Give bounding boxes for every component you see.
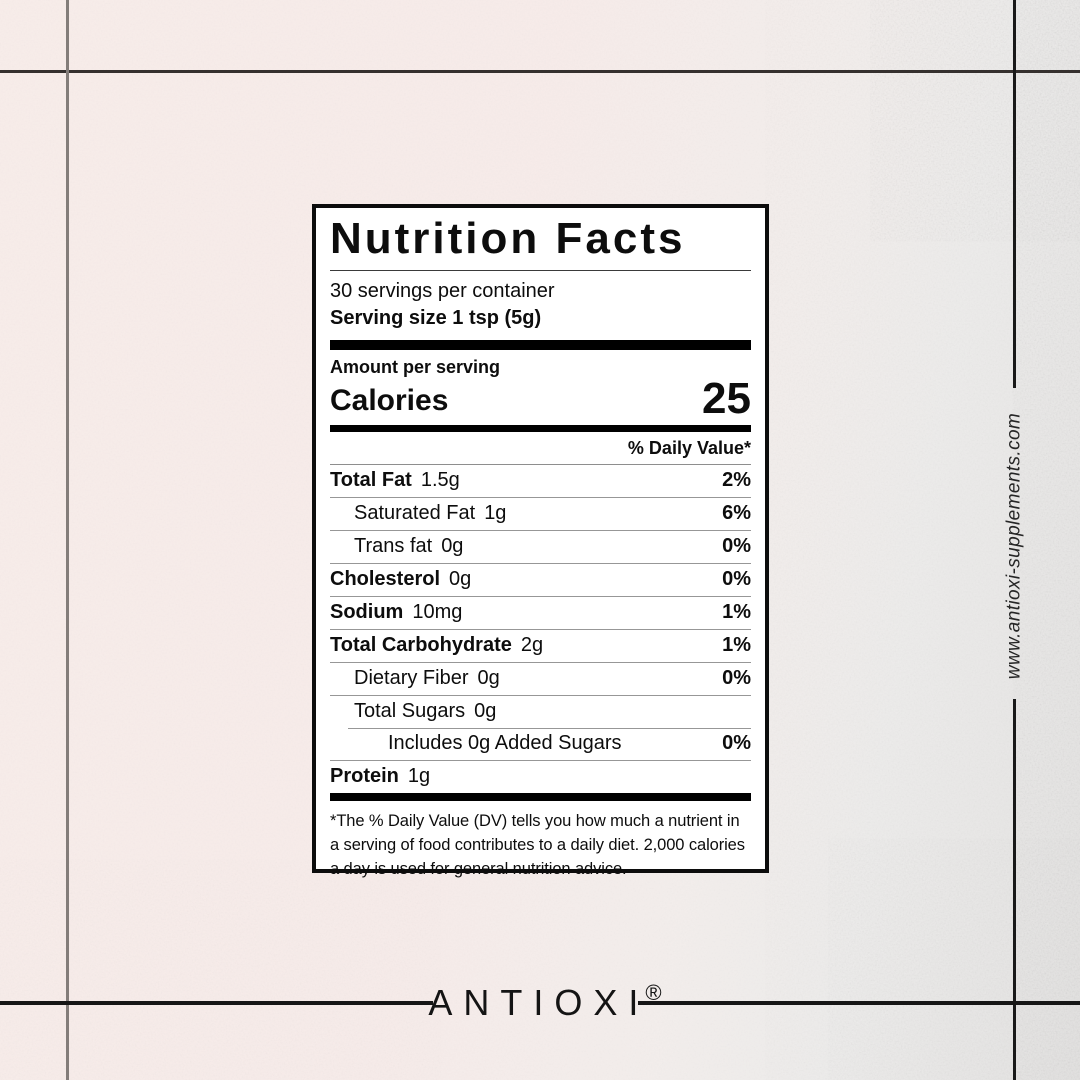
nutrient-name: Dietary Fiber bbox=[354, 667, 469, 690]
nutrient-row: Trans fat 0g 0% bbox=[330, 530, 751, 563]
nutrient-name: Includes 0g Added Sugars bbox=[388, 732, 622, 755]
nutrient-row: Protein 1g bbox=[330, 760, 751, 793]
brand-logo: ANTIOXI® bbox=[418, 980, 662, 1024]
calories-value: 25 bbox=[702, 373, 751, 423]
nutrient-label-group: Total Carbohydrate 2g bbox=[330, 634, 543, 657]
amount-per-serving-label: Amount per serving bbox=[330, 357, 501, 378]
nutrition-facts-title: Nutrition Facts bbox=[330, 212, 751, 272]
frame-line-right-lower bbox=[1013, 699, 1016, 1080]
nutrient-label-group: Dietary Fiber 0g bbox=[354, 667, 500, 690]
nutrient-daily-value: 0% bbox=[722, 667, 751, 690]
nutrient-rows: Total Fat 1.5g 2% Saturated Fat 1g 6% Trans fa… bbox=[330, 464, 751, 793]
daily-value-footnote: *The % Daily Value (DV) tells you how mu… bbox=[330, 812, 745, 879]
nutrient-label-group: Sodium 10mg bbox=[330, 601, 462, 624]
nutrient-amount: 1g bbox=[407, 765, 431, 788]
nutrient-amount: 0g bbox=[449, 568, 472, 591]
frame-line-bottom-right bbox=[638, 1001, 1080, 1005]
nutrient-label-group: Trans fat 0g bbox=[354, 535, 463, 558]
nutrient-name: Total Fat bbox=[330, 469, 412, 492]
nutrient-name: Sodium bbox=[330, 601, 404, 624]
calories-label: Calories bbox=[330, 383, 449, 417]
servings-per-container: 30 servings per container bbox=[330, 280, 555, 303]
website-url: www.antioxi-supplements.com bbox=[1003, 412, 1025, 680]
frame-line-left bbox=[66, 0, 69, 1080]
serving-size: Serving size 1 tsp (5g) bbox=[330, 307, 542, 330]
nutrient-row: Saturated Fat 1g 6% bbox=[330, 497, 751, 530]
daily-value-header: % Daily Value* bbox=[627, 438, 751, 459]
divider-bar-medium bbox=[330, 425, 751, 433]
divider-bar-thick bbox=[330, 340, 751, 351]
nutrient-label-group: Protein 1g bbox=[330, 765, 430, 788]
nutrient-label-group: Saturated Fat 1g bbox=[354, 502, 506, 525]
nutrient-row: Includes 0g Added Sugars 0% bbox=[330, 728, 751, 760]
nutrient-daily-value: 0% bbox=[722, 535, 751, 558]
nutrient-row: Total Carbohydrate 2g 1% bbox=[330, 629, 751, 662]
nutrient-daily-value: 1% bbox=[722, 601, 751, 624]
nutrient-daily-value: 6% bbox=[722, 502, 751, 525]
nutrient-label-group: Includes 0g Added Sugars bbox=[388, 732, 622, 755]
frame-line-top bbox=[0, 70, 1080, 73]
nutrient-amount: 10mg bbox=[412, 601, 463, 624]
frame-line-bottom-left bbox=[0, 1001, 433, 1005]
divider-bar-footnote bbox=[330, 793, 751, 802]
nutrient-amount: 1g bbox=[484, 502, 507, 525]
nutrient-amount: 0g bbox=[477, 667, 500, 690]
nutrient-row: Dietary Fiber 0g 0% bbox=[330, 662, 751, 695]
nutrient-name: Protein bbox=[330, 765, 399, 788]
nutrient-label-group: Total Fat 1.5g bbox=[330, 469, 460, 492]
nutrient-daily-value: 0% bbox=[722, 568, 751, 591]
nutrient-row: Cholesterol 0g 0% bbox=[330, 563, 751, 596]
calories-row: Calories 25 bbox=[330, 373, 751, 423]
nutrient-amount: 0g bbox=[474, 700, 497, 723]
nutrient-name: Trans fat bbox=[354, 535, 433, 558]
nutrient-row: Sodium 10mg 1% bbox=[330, 596, 751, 629]
frame-line-right-upper bbox=[1013, 0, 1016, 388]
nutrient-name: Saturated Fat bbox=[354, 502, 476, 525]
nutrient-row: Total Fat 1.5g 2% bbox=[330, 465, 751, 497]
nutrient-row: Total Sugars 0g bbox=[330, 695, 751, 728]
nutrient-daily-value: 2% bbox=[722, 469, 751, 492]
nutrient-label-group: Cholesterol 0g bbox=[330, 568, 471, 591]
nutrient-name: Total Carbohydrate bbox=[330, 634, 512, 657]
nutrient-daily-value: 1% bbox=[722, 634, 751, 657]
nutrient-name: Total Sugars bbox=[354, 700, 466, 723]
brand-name: ANTIOXI bbox=[428, 982, 650, 1023]
nutrient-amount: 2g bbox=[520, 634, 544, 657]
nutrient-name: Cholesterol bbox=[330, 568, 441, 591]
registered-trademark-icon: ® bbox=[645, 980, 662, 1005]
nutrient-daily-value: 0% bbox=[722, 732, 751, 755]
nutrient-amount: 1.5g bbox=[420, 469, 460, 492]
nutrient-amount: 0g bbox=[441, 535, 464, 558]
nutrition-facts-panel: Nutrition Facts 30 servings per containe… bbox=[312, 204, 769, 878]
nutrient-label-group: Total Sugars 0g bbox=[354, 700, 496, 723]
